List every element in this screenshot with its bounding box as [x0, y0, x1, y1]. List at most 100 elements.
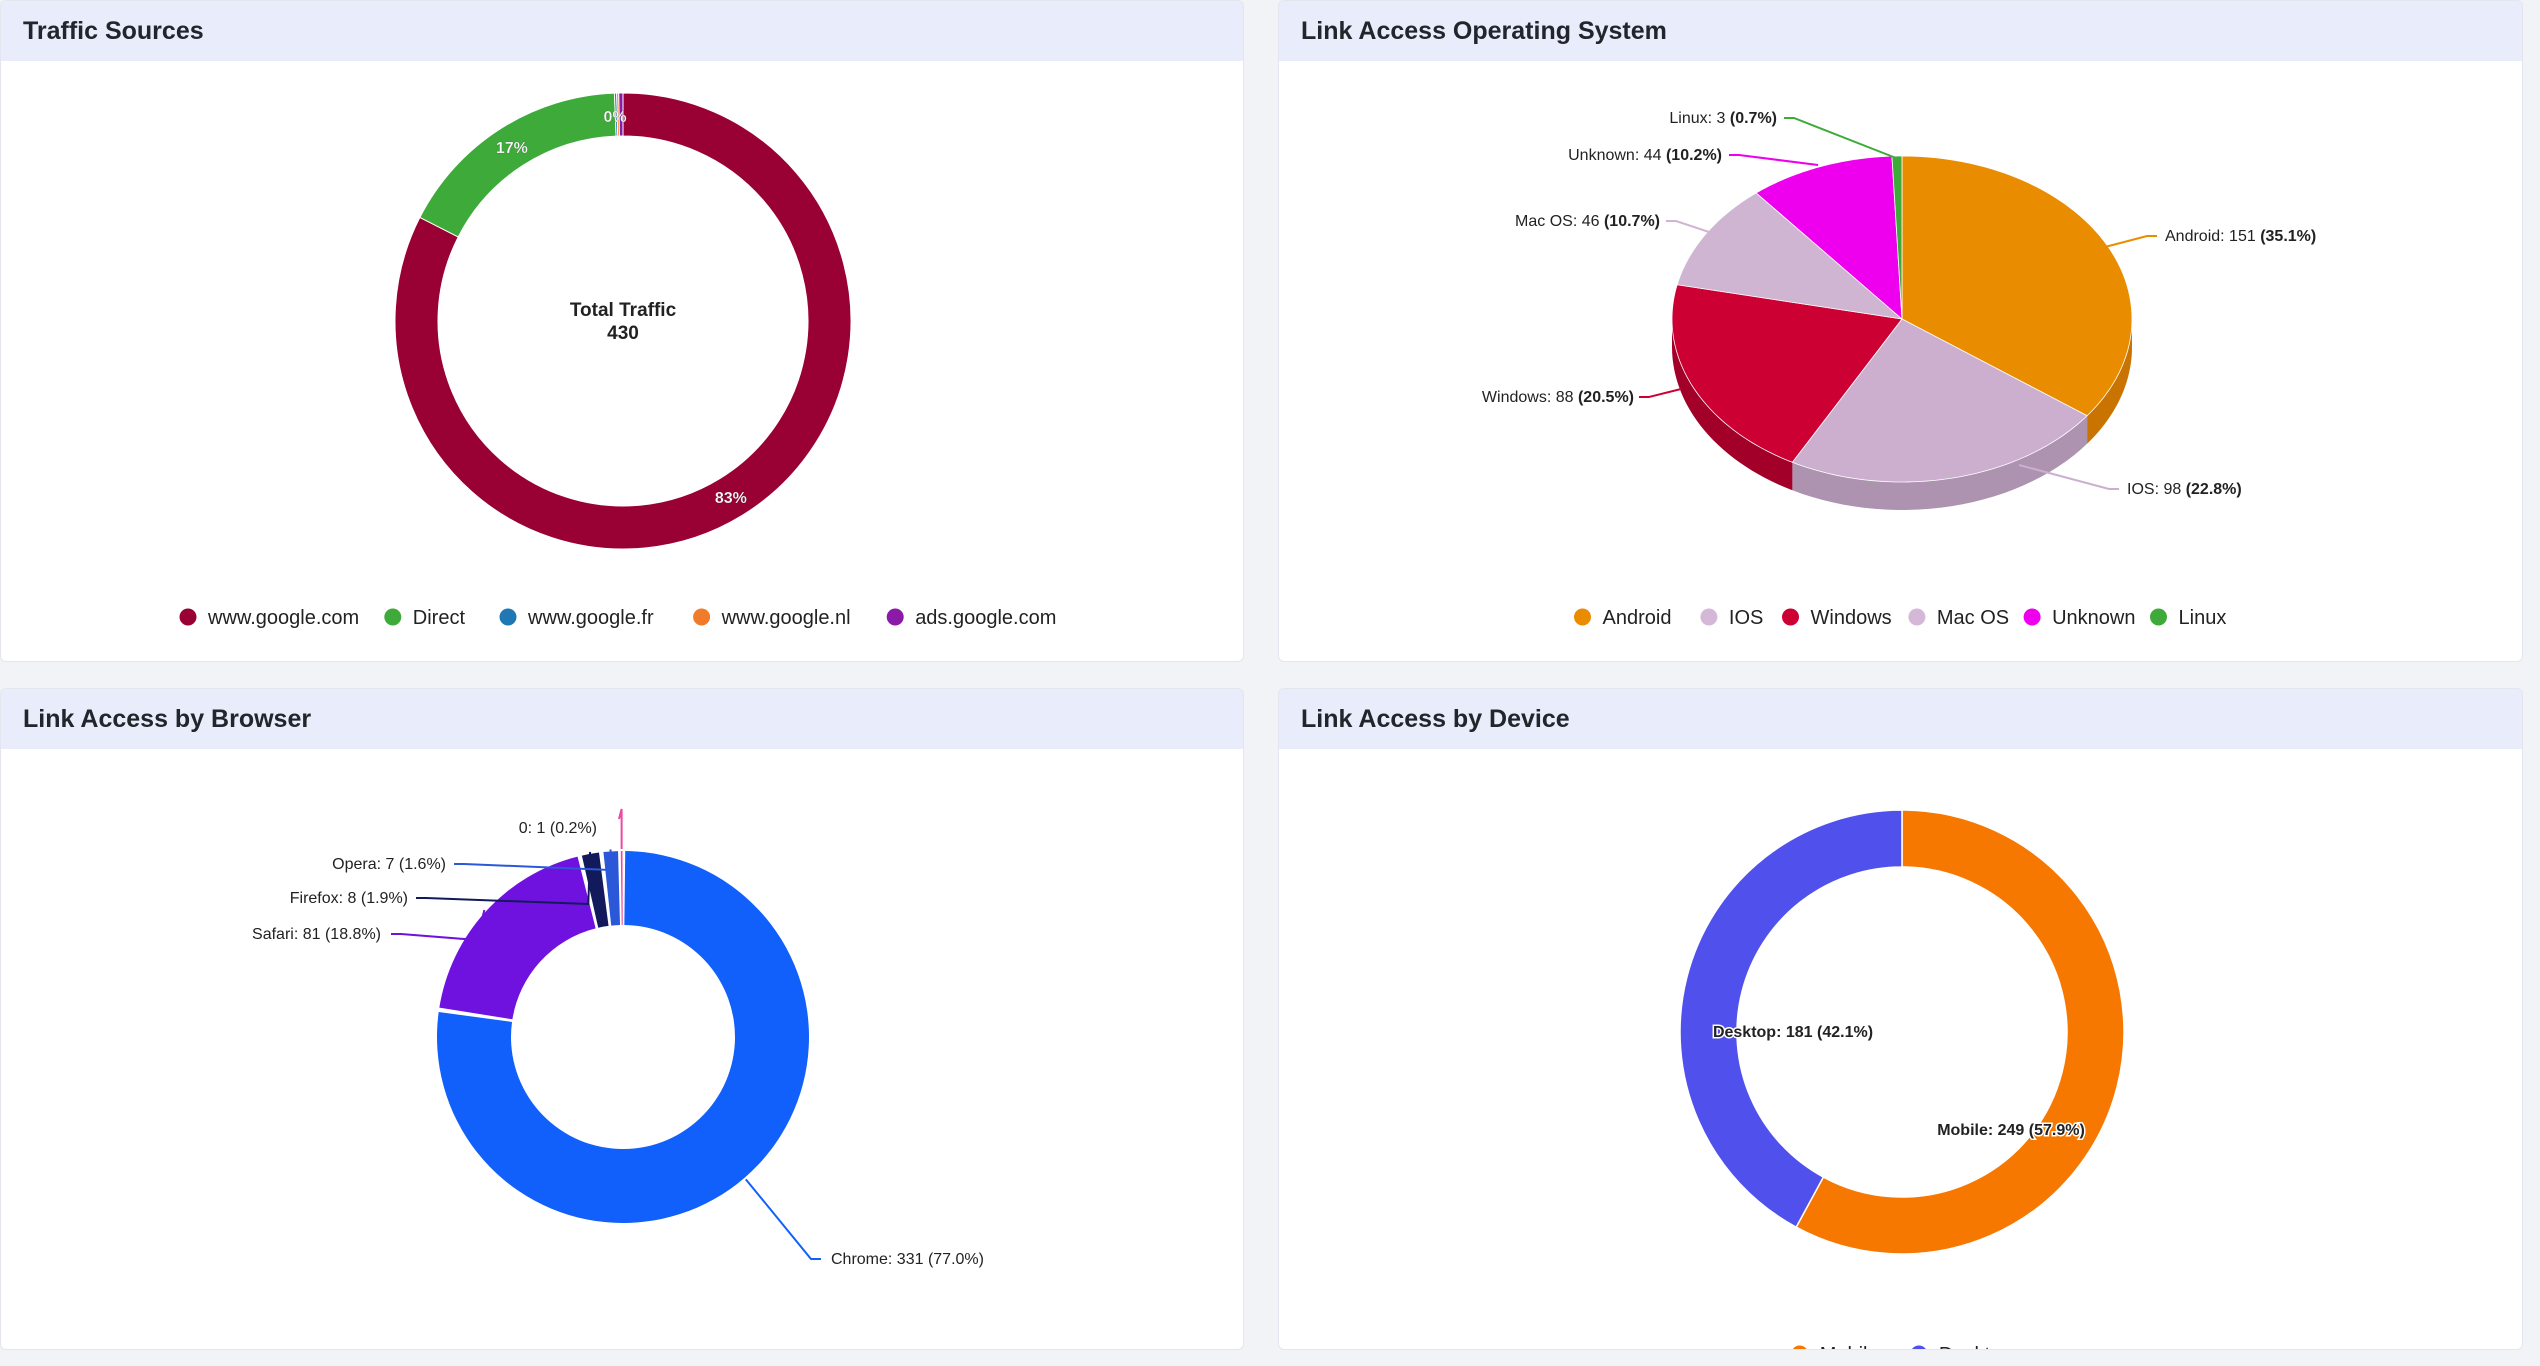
label-value: Safari: 81	[252, 926, 325, 943]
data-label-mobile: Mobile: 249 (57.9%)	[1937, 1122, 2085, 1139]
label-percent: (35.1%)	[2260, 228, 2316, 245]
pie-slices	[1671, 155, 2133, 483]
legend-item-linux[interactable]: Linux	[2150, 607, 2226, 629]
operating-system-chart: Android: 151 (35.1%) IOS: 98 (22.8%) Windo…	[1482, 110, 2316, 629]
legend-item-ios[interactable]: IOS	[1700, 607, 1763, 629]
label-value: Mobile: 249	[1937, 1122, 2029, 1139]
data-label-safari: Safari: 81 (18.8%)	[252, 926, 381, 943]
leader-line-firefox	[416, 851, 592, 906]
panel-header: Link Access Operating System	[1279, 1, 2522, 61]
panel-title: Link Access by Browser	[23, 704, 312, 733]
device-panel: Link Access by Device Mobile: 249 (57.9%…	[1278, 688, 2523, 1350]
legend-label: Android	[1603, 607, 1672, 629]
label-value: Desktop: 181	[1713, 1024, 1817, 1041]
legend-marker	[1782, 608, 1799, 626]
pie-sides	[1672, 319, 2132, 510]
legend-label: Mac OS	[1937, 607, 2009, 629]
panel-title: Traffic Sources	[23, 16, 204, 45]
slice-label-ads-google-com: 0%	[603, 109, 626, 126]
panel-header: Link Access by Device	[1279, 689, 2522, 749]
slice-direct	[419, 92, 617, 238]
label-value: Android: 151	[2165, 228, 2260, 245]
panel-title: Link Access Operating System	[1301, 16, 1667, 45]
traffic-sources-panel: Traffic Sources 83% 17% 0% Total Traffic 430…	[0, 0, 1244, 662]
label-percent: (0.2%)	[550, 820, 597, 837]
leader-line-opera	[454, 849, 612, 872]
donut-slices	[394, 92, 852, 550]
legend-marker	[693, 608, 711, 626]
legend-item-ads-google-com[interactable]: ads.google.com	[886, 607, 1057, 629]
legend-marker	[499, 608, 517, 626]
legend-label: www.google.com	[207, 607, 359, 629]
legend: Android IOS Windows Mac OS Unknown Linux	[1574, 607, 2226, 629]
label-value: 0: 1	[519, 820, 550, 837]
slice-mobile	[1795, 809, 2125, 1255]
label-percent: (77.0%)	[928, 1251, 984, 1268]
legend-item-mobile[interactable]: Mobile	[1791, 1344, 1879, 1349]
leader-line-android	[2104, 235, 2157, 248]
label-value: Windows: 88	[1482, 389, 1578, 406]
legend-marker	[1792, 1345, 1807, 1349]
legend-item-unknown[interactable]: Unknown	[2023, 607, 2136, 629]
label-percent: (20.5%)	[1578, 389, 1634, 406]
legend: Mobile Desktop	[1791, 1344, 2012, 1349]
legend-item-www-google-fr[interactable]: www.google.fr	[499, 607, 654, 629]
label-percent: (57.9%)	[2029, 1122, 2085, 1139]
data-label-linux: Linux: 3 (0.7%)	[1669, 110, 1777, 127]
leader-line-mac-os	[1666, 220, 1716, 235]
legend-marker	[384, 608, 402, 626]
legend-label: ads.google.com	[915, 607, 1056, 629]
legend-marker	[1908, 608, 1926, 626]
operating-system-panel: Link Access Operating System Android: 15…	[1278, 0, 2523, 662]
legend-item-direct[interactable]: Direct	[384, 607, 465, 629]
legend-marker	[2150, 608, 2167, 626]
label-percent: (18.8%)	[325, 926, 381, 943]
legend-item-www-google-com[interactable]: www.google.com	[179, 607, 360, 629]
label-value: Opera: 7	[332, 856, 399, 873]
label-percent: (0.7%)	[1730, 110, 1777, 127]
label-value: Firefox: 8	[290, 890, 361, 907]
center-label-title: Total Traffic	[570, 300, 677, 321]
browser-chart: Chrome: 331 (77.0%) Safari: 81 (18.8%) Fir…	[252, 808, 984, 1268]
label-percent: (1.6%)	[399, 856, 446, 873]
label-value: IOS: 98	[2127, 481, 2186, 498]
leader-line-ios	[2018, 464, 2119, 490]
legend-marker	[886, 608, 904, 626]
leader-line-linux	[1784, 117, 1897, 159]
slice-desktop	[1679, 809, 1903, 1229]
data-labels: Mobile: 249 (57.9%) Desktop: 181 (42.1%)	[1711, 1023, 2086, 1141]
leader-line-0	[618, 808, 623, 850]
leader-line-chrome	[745, 1178, 821, 1260]
legend-marker	[2023, 608, 2041, 626]
slice-ios	[1791, 318, 2088, 483]
legend-item-www-google-nl[interactable]: www.google.nl	[693, 607, 851, 629]
device-chart: Mobile: 249 (57.9%)Desktop: 181 (42.1%)M…	[1679, 809, 2125, 1349]
label-percent: (22.8%)	[2186, 481, 2242, 498]
legend-item-mac-os[interactable]: Mac OS	[1908, 607, 2009, 629]
legend-label: www.google.nl	[721, 607, 851, 629]
legend-item-android[interactable]: Android	[1574, 607, 1671, 629]
data-label-firefox: Firefox: 8 (1.9%)	[290, 890, 408, 907]
panel-header: Traffic Sources	[1, 1, 1243, 61]
legend-item-windows[interactable]: Windows	[1782, 607, 1892, 629]
label-percent: (10.2%)	[1666, 147, 1722, 164]
label-value: Mac OS: 46	[1515, 213, 1604, 230]
slice-www-google-com	[394, 92, 852, 550]
data-label-chrome: Chrome: 331 (77.0%)	[831, 1251, 984, 1268]
legend-label: Unknown	[2052, 607, 2135, 629]
donut-slices	[436, 851, 810, 1223]
data-label-windows: Windows: 88 (20.5%)	[1482, 389, 1634, 406]
legend-label: Desktop	[1939, 1344, 2012, 1349]
label-value: Chrome: 331	[831, 1251, 928, 1268]
legend-item-desktop[interactable]: Desktop	[1910, 1344, 2012, 1349]
legend-label: Linux	[2179, 607, 2227, 629]
legend-marker	[179, 608, 197, 626]
label-value: Linux: 3	[1669, 110, 1729, 127]
data-labels: Android: 151 (35.1%) IOS: 98 (22.8%) Windo…	[1482, 110, 2316, 498]
center-label-value: 430	[607, 323, 639, 344]
legend-label: www.google.fr	[527, 607, 654, 629]
slice-ads-google-com	[618, 92, 624, 137]
slice-label-direct: 17%	[496, 140, 528, 157]
data-label-mac-os: Mac OS: 46 (10.7%)	[1515, 213, 1660, 230]
